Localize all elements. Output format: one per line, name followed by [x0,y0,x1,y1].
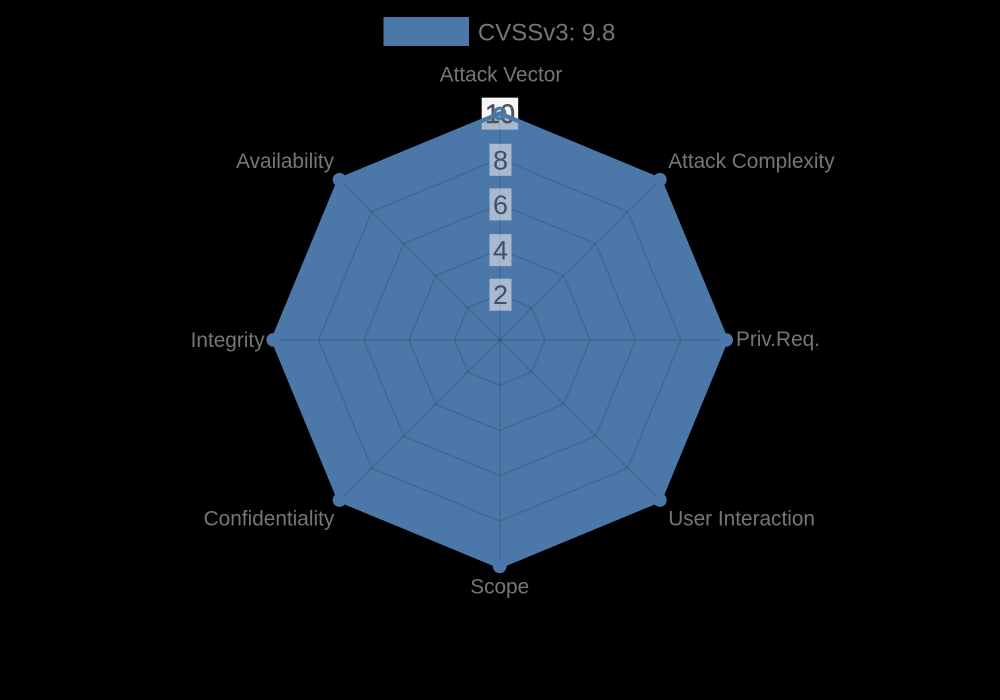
svg-text:Confidentiality: Confidentiality [204,508,335,531]
svg-text:Availability: Availability [236,150,334,173]
svg-text:Integrity: Integrity [191,329,266,352]
svg-text:6: 6 [493,190,508,220]
svg-text:8: 8 [493,145,508,175]
svg-text:User Interaction: User Interaction [668,508,815,531]
svg-text:4: 4 [493,236,508,266]
svg-text:2: 2 [493,280,508,310]
svg-text:Scope: Scope [470,576,529,599]
svg-text:Attack Vector: Attack Vector [440,64,563,87]
svg-text:Priv.Req.: Priv.Req. [736,328,820,351]
svg-text:CVSSv3: 9.8: CVSSv3: 9.8 [478,19,615,46]
svg-text:Attack Complexity: Attack Complexity [668,150,835,173]
